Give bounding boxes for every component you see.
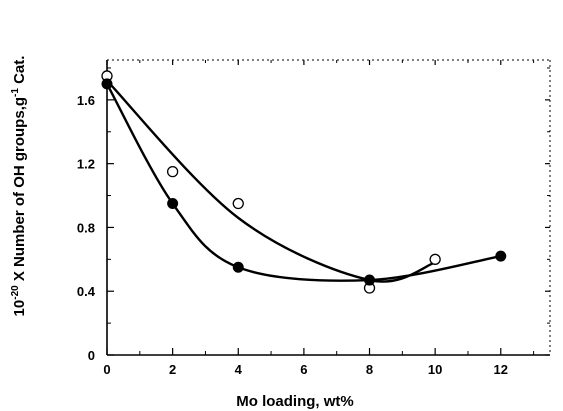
y-tick-label: 0 — [88, 348, 95, 363]
filled-data-point — [364, 274, 376, 286]
y-tick-label: 0.8 — [77, 220, 95, 235]
x-tick-label: 10 — [428, 362, 442, 377]
x-tick-label: 12 — [494, 362, 508, 377]
filled-data-point — [232, 261, 244, 273]
filled-data-point — [167, 198, 179, 210]
y-tick-label: 0.4 — [77, 284, 96, 299]
y-tick-label: 1.6 — [77, 93, 95, 108]
filled-series-curve — [105, 82, 502, 282]
axis-ticks: 0 2 4 6 8 10 12 0 0.4 0.8 1.2 1.6 — [77, 60, 550, 377]
y-axis-title-suffix: Cat. — [11, 56, 28, 89]
y-axis-title-main: X Number of OH groups,g — [11, 97, 28, 285]
y-axis-title-exponent: -20 — [10, 285, 21, 300]
y-axis-title: 10-20 X Number of OH groups,g-1 Cat. — [10, 56, 28, 317]
x-tick-label: 8 — [366, 362, 373, 377]
data-points — [101, 70, 507, 294]
fit-curves — [105, 79, 502, 283]
open-data-point — [166, 165, 179, 178]
x-tick-label: 6 — [300, 362, 307, 377]
y-axis-title-prefix: 10 — [11, 300, 28, 317]
filled-data-point — [101, 78, 113, 90]
y-tick-label: 1.2 — [77, 157, 95, 172]
x-tick-label: 4 — [235, 362, 243, 377]
plot-frame — [106, 59, 551, 356]
y-axis-title-exponent-2: -1 — [10, 88, 21, 97]
open-data-point — [429, 253, 441, 265]
x-tick-label: 0 — [103, 362, 110, 377]
open-series-curve — [105, 79, 437, 283]
x-axis-title: Mo loading, wt% — [236, 393, 354, 410]
x-tick-label: 2 — [169, 362, 176, 377]
open-data-point — [232, 197, 244, 210]
filled-data-point — [495, 250, 507, 262]
